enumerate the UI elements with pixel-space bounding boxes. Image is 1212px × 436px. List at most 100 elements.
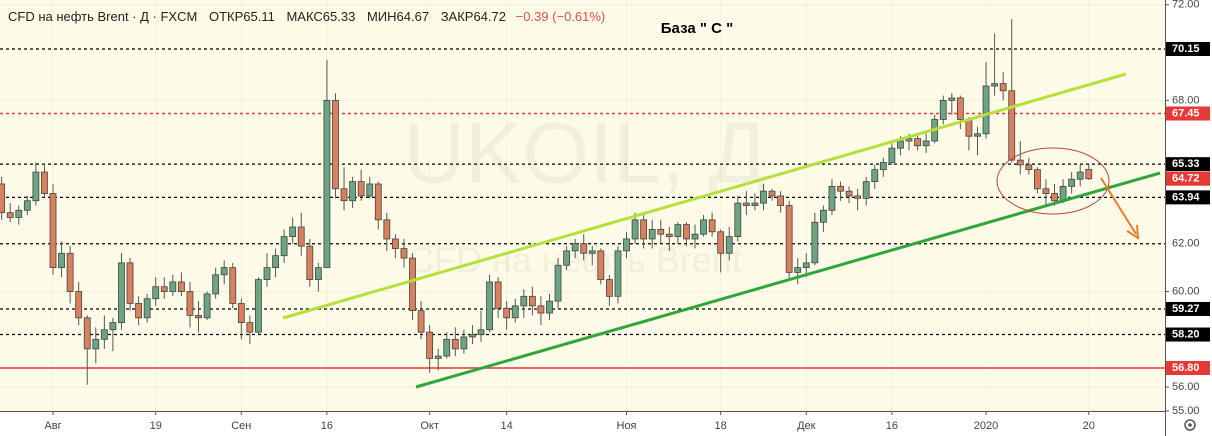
candle-body-down (409, 257, 416, 312)
level-label: 63.94 (1172, 191, 1200, 203)
candle-body-up (460, 336, 468, 350)
settings-gear[interactable] (1184, 419, 1196, 431)
watermark-symbol: UKOIL, Д (403, 106, 767, 202)
candle-body-up (23, 200, 31, 211)
settings-gear-center[interactable] (1188, 423, 1192, 427)
candle-body-up (1059, 185, 1067, 202)
candle-body-down (640, 219, 648, 240)
candle-layer (0, 19, 1093, 385)
candle-body-up (118, 262, 125, 323)
candle-body-down (1042, 188, 1050, 194)
level-label-box (1166, 157, 1210, 172)
y-tick-label: 56.00 (1172, 381, 1200, 393)
x-tick-label: 19 (150, 420, 162, 432)
candle-body-down (999, 83, 1007, 92)
candle-body-up (820, 209, 827, 223)
settings-icon[interactable] (1184, 419, 1196, 431)
x-tick-label: 14 (501, 420, 513, 432)
candle-body-down (340, 188, 348, 202)
candle-body-up (905, 138, 913, 142)
candle-body-down (229, 267, 237, 304)
candle-body-up (255, 279, 262, 333)
candle-body-up (794, 267, 802, 273)
candle-body-up (571, 243, 579, 252)
candle-body-down (494, 281, 502, 309)
candle-body-up (169, 281, 177, 292)
close-value: 64.72 (473, 9, 507, 24)
candle-body-down (237, 303, 245, 323)
level-label-box (1166, 327, 1210, 342)
candle-body-up (554, 264, 562, 302)
annotation: База " С " (661, 20, 733, 37)
candle-body-up (272, 255, 279, 269)
candle-body-down (75, 291, 83, 319)
candle-body-up (648, 228, 656, 240)
candle-body-down (657, 228, 665, 235)
x-tick-label: Сен (231, 420, 251, 432)
candle-body-up (314, 267, 322, 280)
candle-body-down (683, 224, 690, 240)
y-tick-label: 68.00 (1172, 94, 1200, 106)
candle-body-down (665, 233, 673, 237)
candle-body-up (100, 329, 108, 340)
candle-body-up (879, 162, 887, 171)
candle-body-up (280, 236, 288, 257)
candle-body-down (0, 183, 6, 214)
y-tick-label: 60.00 (1172, 285, 1200, 297)
candle-body-down (768, 190, 776, 197)
candle-body-down (717, 231, 725, 254)
candle-body-up (588, 250, 596, 254)
x-tick-label: 16 (886, 420, 898, 432)
candle-body-down (426, 331, 434, 359)
candle-body-up (563, 250, 570, 266)
candle-body-down (177, 281, 185, 292)
candle-body-down (1034, 169, 1041, 190)
x-tick-label: Авг (44, 420, 61, 432)
candle-body-down (451, 338, 459, 350)
candle-body-up (948, 97, 956, 101)
candle-body-down (186, 291, 194, 316)
candle-body-down (503, 307, 511, 319)
upper-trend-line (282, 72, 1127, 320)
candle-body-down (160, 286, 168, 292)
candle-body-down (297, 226, 305, 247)
candle-body-up (939, 99, 947, 120)
level-label-box (1166, 190, 1210, 205)
candle-body-down (606, 279, 613, 297)
level-label: 56.80 (1172, 362, 1200, 374)
candle-body-up (1076, 171, 1084, 180)
candle-body-down (837, 185, 844, 192)
candle-body-up (323, 99, 331, 269)
candle-body-down (1008, 90, 1016, 161)
candle-body-down (528, 295, 536, 307)
candle-body-down (854, 195, 862, 199)
low-value: 64.67 (396, 9, 430, 24)
y-tick-label: 55.00 (1172, 405, 1200, 417)
plot-background (0, 0, 1165, 411)
candle-body-up (674, 224, 682, 237)
candle-body-up (511, 305, 519, 319)
candle-body-down (357, 181, 365, 197)
candle-body-down (66, 252, 74, 292)
candle-body-up (477, 329, 485, 335)
candle-body-up (109, 322, 117, 331)
open-value: 65.11 (243, 9, 275, 24)
high-value: 65.33 (322, 9, 356, 24)
candle-body-up (289, 226, 297, 237)
change: −0.39 (−0.61%) (515, 9, 606, 24)
candle-body-down (246, 322, 254, 333)
candle-body-down (332, 99, 339, 190)
candle-body-down (6, 212, 14, 218)
symbol-name: CFD на нефть Brent · Д · FXCM (8, 9, 198, 24)
candle-body-up (974, 133, 981, 137)
candle-body-up (691, 233, 699, 240)
candle-body-up (897, 140, 904, 149)
candle-body-up (143, 298, 151, 319)
forecast-arrow-head (1126, 224, 1140, 240)
level-label-box (1166, 106, 1210, 121)
candle-body-up (700, 219, 707, 235)
candle-body-up (631, 219, 639, 240)
candle-body-down (400, 248, 408, 259)
